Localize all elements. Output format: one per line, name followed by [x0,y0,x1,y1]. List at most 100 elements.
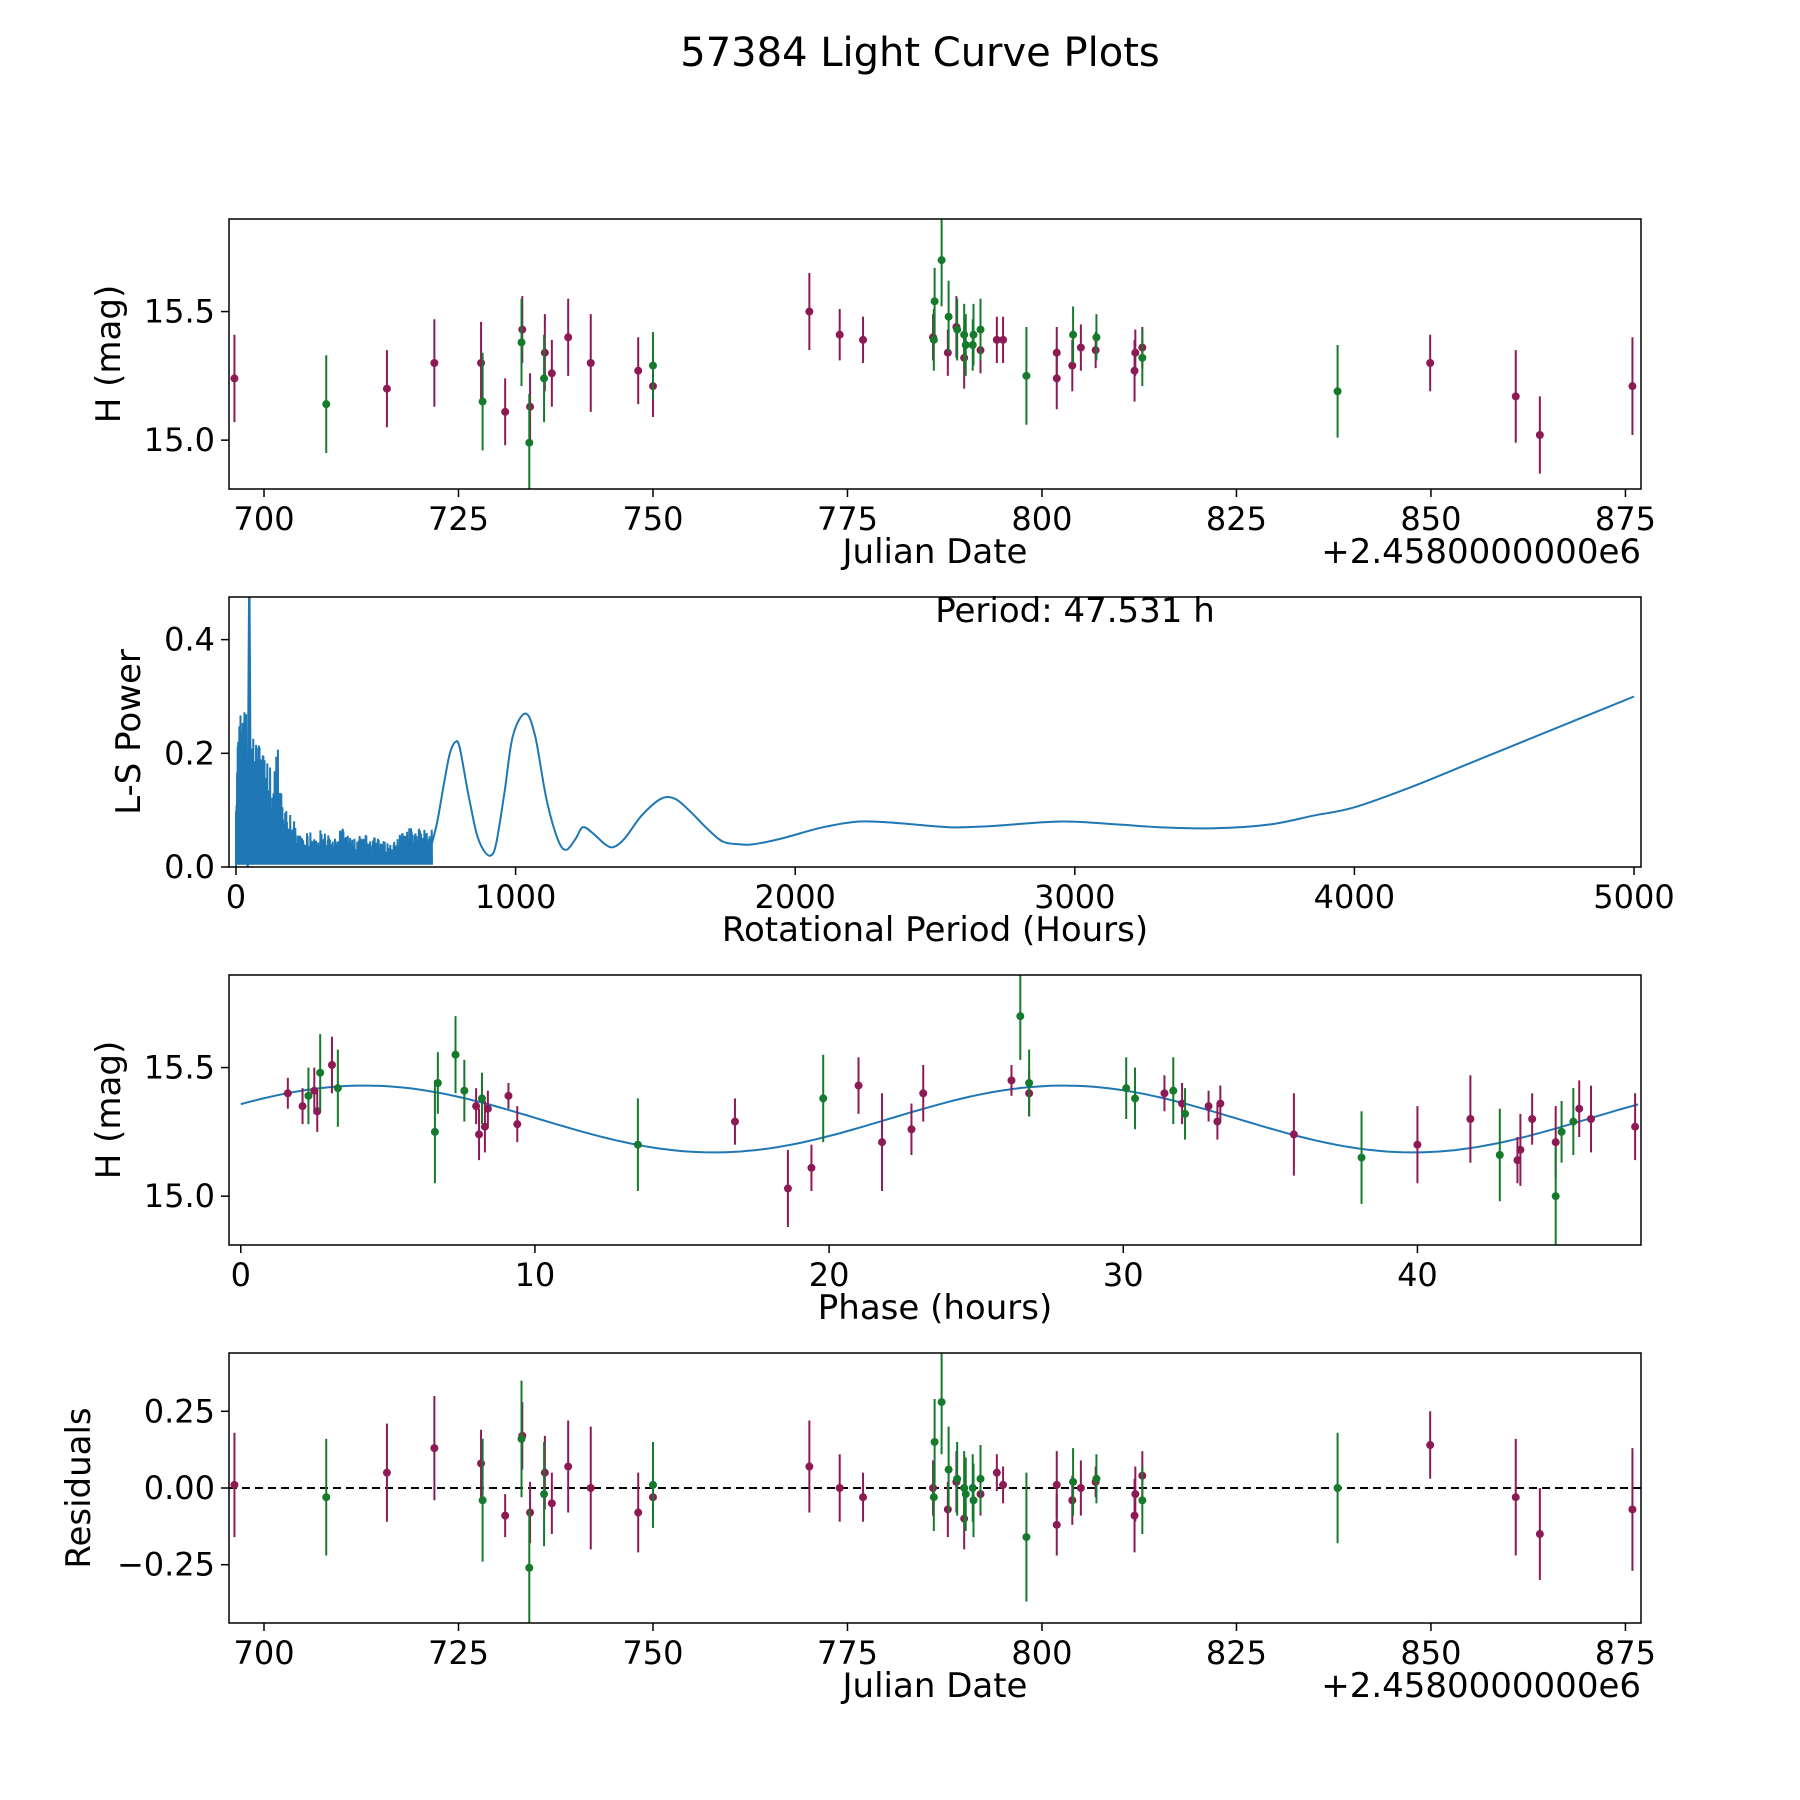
data-point [937,1398,946,1407]
data-point [478,397,487,406]
x-tick-label: 4000 [1314,878,1395,916]
plot-frame [228,974,1642,1246]
data-point [547,1499,556,1508]
y-tick-label: −0.25 [117,1546,215,1584]
data-point [854,1081,863,1090]
data-point [1495,1151,1504,1159]
data-point [944,1465,953,1474]
data-point [475,1130,484,1139]
data-point [819,1094,828,1103]
x-offset-label: +2.4580000000e6 [1321,1666,1641,1706]
x-tick-label: 775 [817,500,878,538]
data-point [483,1104,492,1113]
data-point [333,1084,342,1093]
x-tick-label: 875 [1595,500,1656,538]
data-point [1535,1530,1544,1539]
data-point [525,1563,534,1572]
data-point [477,1094,486,1103]
plot-frame [228,218,1642,490]
data-point [1131,1094,1140,1103]
subplots: 700 725 750 775 800 825 850 875 15.0 15.5 Julian D… [59,218,1675,1706]
y-axis-label: Residuals [59,1407,99,1568]
x-tick-label: 0 [231,1256,251,1294]
data-point [1068,361,1077,370]
data-point [1569,1117,1578,1126]
data-point [477,359,486,367]
data-point [937,256,946,265]
data-point [648,361,657,370]
data-point [504,1091,513,1100]
data-point [433,1079,442,1087]
data-point [1069,330,1078,339]
data-point [976,1474,985,1483]
x-tick-label: 875 [1595,1634,1656,1672]
data-point [1466,1115,1475,1123]
data-point [1628,1505,1637,1514]
data-point [1052,1520,1061,1529]
sinusoid-fit-line [240,1084,1639,1154]
y-tick-label: 0.0 [164,848,215,886]
periodogram-peak [248,597,252,839]
data-point [525,438,534,447]
data-point [1169,1086,1178,1095]
x-tick-label: 700 [233,1634,294,1672]
data-point [1076,1484,1085,1492]
x-tick-label: 800 [1011,500,1072,538]
data-point [730,1117,739,1126]
x-tick-label: 3000 [1034,878,1115,916]
data-point [1022,1533,1031,1542]
data-point [586,359,595,367]
data-point [976,325,985,334]
data-points [230,1353,1637,1623]
x-axis-label: Phase (hours) [818,1288,1052,1328]
x-tick-label: 2000 [754,878,835,916]
data-point [1528,1115,1537,1123]
x-tick-label: 1000 [475,878,556,916]
data-point [1557,1127,1566,1136]
data-point [382,1468,391,1477]
data-point [1413,1140,1422,1149]
y-tick-label: 15.0 [144,421,215,459]
data-point [298,1102,307,1111]
data-point [1160,1089,1169,1098]
data-point [634,366,643,375]
data-point [283,1089,292,1098]
data-point [807,1163,816,1172]
y-axis-label: H (mag) [89,285,129,423]
x-tick-label: 10 [515,1256,556,1294]
data-point [1333,1484,1342,1492]
y-tick-label: 0.00 [144,1469,215,1507]
data-point [999,1480,1008,1489]
data-point [478,1496,487,1505]
data-point [634,1508,643,1517]
x-tick-label: 750 [622,1634,683,1672]
x-tick-label: 750 [622,500,683,538]
data-point [953,1474,962,1483]
data-point [1025,1079,1034,1087]
data-point [472,1102,481,1111]
data-point [1426,359,1435,367]
data-point [961,341,970,349]
data-point [1357,1153,1366,1162]
data-point [1052,348,1061,357]
data-point [992,335,1001,344]
data-point [1138,353,1147,362]
x-tick-label: 30 [1103,1256,1144,1294]
data-point [1216,1099,1225,1108]
data-point [999,335,1008,344]
data-points [230,219,1637,489]
x-tick-label: 700 [233,500,294,538]
data-point [501,1511,510,1520]
data-point [1516,1145,1525,1154]
plot-frame [228,596,1642,868]
x-tick-label: 725 [428,500,489,538]
x-tick-label: 40 [1397,1256,1438,1294]
x-tick-label: 800 [1011,1634,1072,1672]
data-point [1069,1477,1078,1486]
x-tick-label: 850 [1400,1634,1461,1672]
data-point [930,297,939,306]
data-point [322,1493,331,1502]
data-point [878,1138,887,1147]
y-axis-label: L-S Power [109,649,149,815]
data-point [805,307,814,316]
